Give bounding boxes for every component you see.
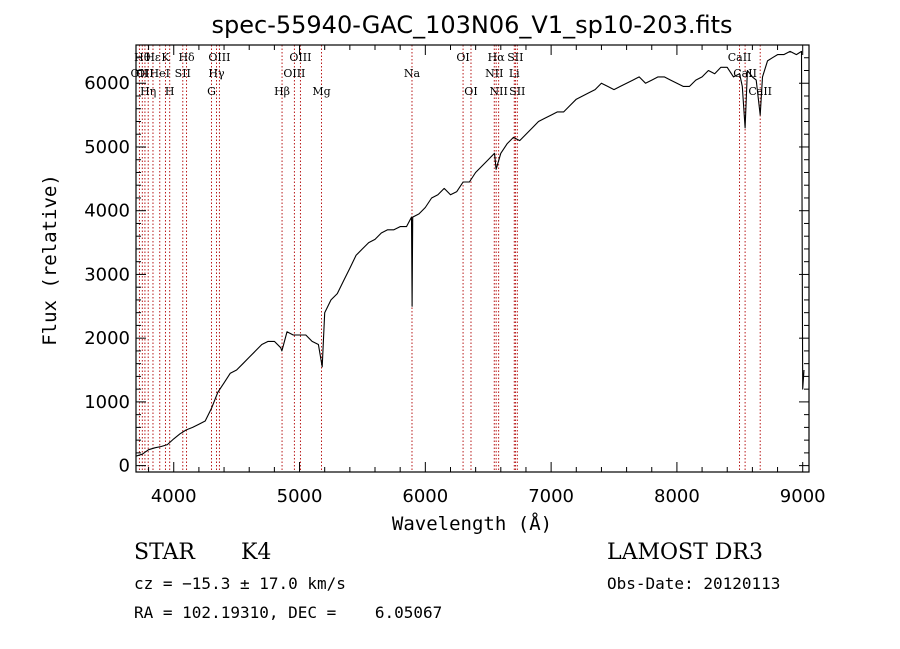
x-tick-label: 8000 — [654, 486, 700, 507]
line-label: Hδ — [178, 51, 195, 64]
line-label: Li — [509, 67, 520, 80]
line-label: OIII — [289, 51, 311, 64]
obs-date: Obs-Date: 20120113 — [607, 574, 781, 593]
y-axis: 0 1000 2000 3000 4000 5000 6000 — [84, 57, 809, 477]
x-tick-label: 9000 — [780, 486, 826, 507]
line-label: OII — [131, 67, 149, 80]
line-label: OI — [464, 85, 477, 98]
line-label: H — [165, 85, 175, 98]
line-label: CaII — [748, 85, 772, 98]
redshift-value: cz = −15.3 ± 17.0 km/s — [134, 574, 346, 593]
line-markers — [138, 45, 761, 472]
line-label: CaII — [733, 67, 757, 80]
x-axis-label: Wavelength (Å) — [392, 512, 552, 535]
chart-title: spec-55940-GAC_103N06_V1_sp10-203.fits — [212, 11, 733, 39]
object-class: STAR — [134, 540, 195, 565]
line-label: Hγ — [208, 67, 225, 80]
y-tick-label: 1000 — [84, 392, 130, 413]
line-label: NII — [490, 85, 508, 98]
y-tick-label: 2000 — [84, 328, 130, 349]
y-tick-label: 4000 — [84, 201, 130, 222]
x-tick-label: 6000 — [402, 486, 448, 507]
y-tick-label: 6000 — [84, 73, 130, 94]
x-tick-label: 5000 — [277, 486, 323, 507]
y-tick-label: 5000 — [84, 137, 130, 158]
line-labels: OIIHθOIIHηHεHeIKHSIIHδGHγOIIIHβOIIIOIIIM… — [131, 51, 772, 98]
y-axis-label: Flux (relative) — [39, 174, 61, 346]
line-label: Hβ — [274, 85, 290, 98]
y-tick-label: 3000 — [84, 264, 130, 285]
line-label: Hθ — [134, 51, 151, 64]
line-label: K — [161, 51, 170, 64]
line-label: G — [207, 85, 216, 98]
line-label: SII — [507, 51, 523, 64]
line-label: OIII — [283, 67, 305, 80]
line-label: Mg — [312, 85, 330, 98]
y-tick-label: 0 — [119, 456, 130, 477]
coordinates: RA = 102.19310, DEC = 6.05067 — [134, 603, 443, 622]
x-tick-label: 4000 — [151, 486, 197, 507]
line-label: Hε — [145, 51, 161, 64]
line-label: Hη — [140, 85, 156, 98]
object-subclass: K4 — [241, 540, 272, 565]
plot-frame — [135, 44, 810, 473]
line-label: CaII — [728, 51, 752, 64]
survey-name: LAMOST DR3 — [607, 540, 763, 565]
line-label: SII — [175, 67, 191, 80]
line-label: Na — [404, 67, 421, 80]
x-axis: 4000 5000 6000 7000 8000 9000 — [148, 45, 826, 507]
x-tick-label: 7000 — [528, 486, 574, 507]
line-label: SII — [509, 85, 525, 98]
spectrum-line — [135, 50, 805, 457]
line-label: HeI — [150, 67, 170, 80]
line-label: Hα — [488, 51, 506, 64]
line-label: NII — [485, 67, 503, 80]
line-label: OI — [456, 51, 469, 64]
line-label: OIII — [208, 51, 230, 64]
